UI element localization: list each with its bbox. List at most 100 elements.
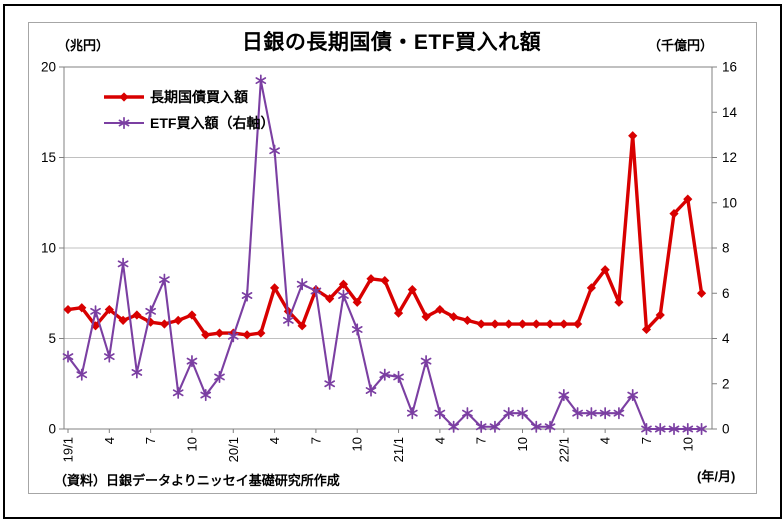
left-axis-tick-label: 20 bbox=[41, 60, 56, 75]
left-axis-unit-label: （兆円） bbox=[57, 38, 110, 53]
diamond-marker-icon bbox=[462, 315, 473, 325]
diamond-marker-icon bbox=[449, 312, 459, 322]
diamond-marker-icon bbox=[380, 275, 390, 286]
asterisk-marker-icon bbox=[406, 409, 418, 417]
asterisk-marker-icon bbox=[310, 287, 322, 295]
right-axis-tick-label: 12 bbox=[722, 150, 737, 165]
diamond-marker-icon bbox=[683, 194, 693, 204]
series-etf bbox=[62, 74, 707, 436]
chart-title: 日銀の長期国債・ETF買入れ額 bbox=[241, 31, 542, 54]
diamond-marker-icon bbox=[201, 330, 211, 340]
x-axis-tick-label: 21/1 bbox=[391, 437, 406, 462]
right-axis-tick-label: 16 bbox=[722, 60, 737, 75]
diamond-marker-icon bbox=[63, 304, 73, 315]
asterisk-marker-icon bbox=[393, 373, 404, 381]
jgb-series-marker-icon bbox=[104, 92, 144, 102]
asterisk-marker-icon bbox=[283, 316, 294, 324]
right-axis-tick-label: 2 bbox=[722, 376, 730, 391]
asterisk-marker-icon bbox=[586, 409, 597, 417]
asterisk-marker-icon bbox=[117, 260, 129, 268]
legend-diamond-icon bbox=[119, 92, 129, 102]
diamond-marker-icon bbox=[104, 304, 114, 315]
diamond-marker-icon bbox=[531, 319, 541, 329]
right-axis-tick-label: 14 bbox=[722, 105, 738, 120]
diamond-marker-icon bbox=[641, 324, 652, 335]
diamond-marker-icon bbox=[586, 283, 596, 293]
asterisk-marker-icon bbox=[145, 307, 156, 315]
diamond-marker-icon bbox=[407, 285, 417, 295]
left-axis-tick-label: 5 bbox=[48, 331, 56, 346]
legend-label-etf: ETF買入額（右軸） bbox=[150, 115, 275, 131]
diamond-marker-icon bbox=[242, 330, 252, 340]
diamond-marker-icon bbox=[325, 294, 335, 304]
asterisk-marker-icon bbox=[62, 353, 74, 361]
diamond-marker-icon bbox=[421, 312, 431, 322]
asterisk-marker-icon bbox=[103, 353, 115, 361]
x-axis-tick-label: 4 bbox=[432, 437, 447, 444]
legend-item-etf: ETF買入額（右軸） bbox=[103, 110, 274, 136]
asterisk-marker-icon bbox=[462, 409, 473, 417]
diamond-marker-icon bbox=[159, 319, 170, 329]
asterisk-marker-icon bbox=[90, 307, 101, 315]
diamond-marker-icon bbox=[490, 319, 500, 329]
diamond-marker-icon bbox=[545, 319, 555, 329]
diamond-marker-icon bbox=[256, 328, 266, 338]
asterisk-marker-icon bbox=[338, 292, 349, 299]
asterisk-marker-icon bbox=[351, 326, 363, 333]
source-note: （資料）日銀データよりニッセイ基礎研究所作成 bbox=[54, 473, 340, 488]
series-jgb bbox=[63, 131, 707, 340]
asterisk-marker-icon bbox=[696, 425, 707, 433]
series-line bbox=[66, 134, 704, 337]
left-axis-tick-label: 10 bbox=[41, 241, 56, 256]
asterisk-marker-icon bbox=[654, 425, 666, 433]
x-axis-tick-label: 20/1 bbox=[226, 437, 241, 462]
asterisk-marker-icon bbox=[641, 425, 652, 433]
diamond-marker-icon bbox=[655, 310, 665, 320]
diamond-marker-icon bbox=[118, 315, 128, 325]
asterisk-marker-icon bbox=[613, 409, 625, 417]
asterisk-marker-icon bbox=[627, 391, 639, 399]
x-axis-tick-label: 7 bbox=[308, 437, 323, 444]
asterisk-marker-icon bbox=[241, 292, 253, 299]
asterisk-marker-icon bbox=[448, 423, 459, 431]
asterisk-marker-icon bbox=[269, 147, 280, 155]
diamond-marker-icon bbox=[614, 297, 624, 307]
diamond-marker-icon bbox=[517, 319, 528, 329]
asterisk-marker-icon bbox=[517, 409, 528, 417]
diamond-marker-icon bbox=[669, 209, 679, 219]
diamond-marker-icon bbox=[214, 328, 225, 338]
legend-label-jgb: 長期国債買入額 bbox=[150, 89, 248, 105]
asterisk-marker-icon bbox=[365, 387, 377, 394]
right-axis-tick-label: 8 bbox=[722, 241, 730, 256]
x-axis-tick-label: 7 bbox=[474, 437, 489, 444]
diamond-marker-icon bbox=[435, 304, 445, 315]
diamond-marker-icon bbox=[504, 319, 514, 329]
page-outer-border bbox=[3, 4, 782, 519]
asterisk-marker-icon bbox=[200, 391, 212, 399]
diamond-marker-icon bbox=[600, 265, 610, 275]
right-axis-tick-label: 10 bbox=[722, 195, 737, 210]
right-axis-unit-label: （千億円） bbox=[648, 38, 714, 53]
diamond-marker-icon bbox=[366, 274, 376, 284]
asterisk-marker-icon bbox=[668, 425, 680, 433]
chart-frame bbox=[28, 22, 757, 494]
asterisk-marker-icon bbox=[475, 423, 487, 431]
diamond-marker-icon bbox=[393, 308, 404, 318]
x-axis-tick-label: 19/1 bbox=[61, 437, 76, 462]
asterisk-marker-icon bbox=[530, 423, 542, 431]
legend-asterisk-icon bbox=[118, 119, 130, 127]
asterisk-marker-icon bbox=[558, 391, 570, 399]
diamond-marker-icon bbox=[77, 303, 87, 313]
left-axis-tick-label: 15 bbox=[41, 150, 56, 165]
asterisk-marker-icon bbox=[186, 357, 198, 365]
asterisk-marker-icon bbox=[172, 389, 184, 397]
asterisk-marker-icon bbox=[503, 409, 515, 417]
diamond-marker-icon bbox=[476, 319, 486, 329]
asterisk-marker-icon bbox=[324, 380, 336, 388]
right-axis-tick-label: 6 bbox=[722, 286, 730, 301]
asterisk-marker-icon bbox=[420, 357, 432, 365]
x-axis-tick-label: 4 bbox=[102, 437, 117, 444]
asterisk-marker-icon bbox=[131, 368, 143, 376]
